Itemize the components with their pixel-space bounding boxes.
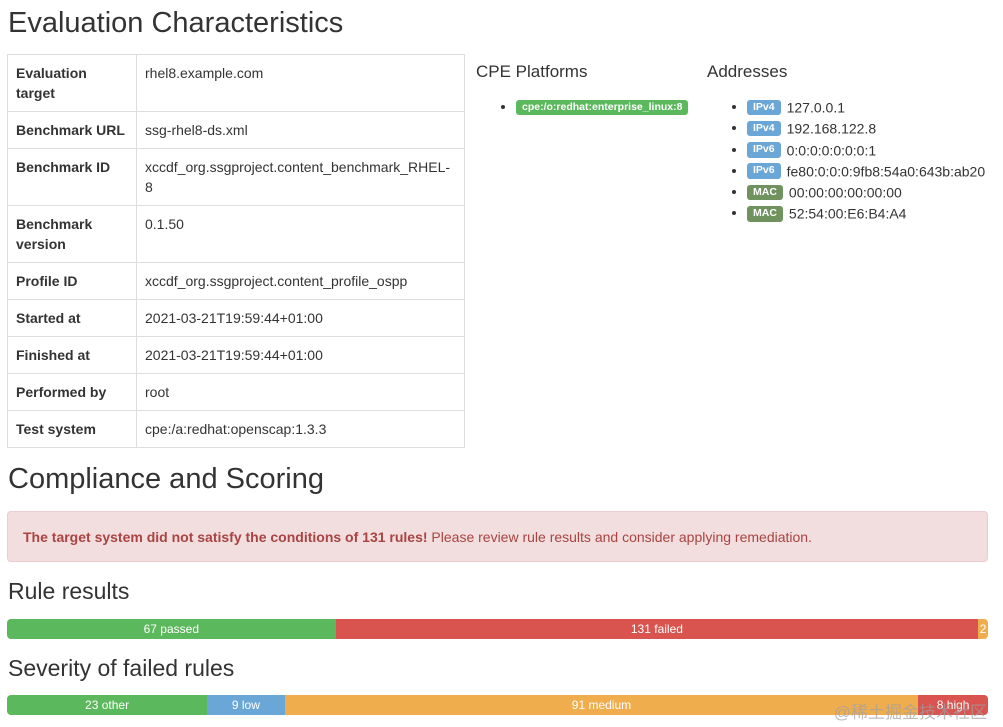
address-value: fe80:0:0:0:9fb8:54a0:643b:ab20 xyxy=(786,163,986,180)
passed-segment: 67 passed xyxy=(7,619,336,639)
table-row: Profile ID xccdf_org.ssgproject.content_p… xyxy=(7,262,465,300)
mac-badge: MAC xyxy=(747,206,783,222)
watermark: @稀土掘金技术社区 xyxy=(833,703,987,722)
evaluation-title: Evaluation Characteristics xyxy=(8,7,344,39)
row-key: Started at xyxy=(7,299,137,337)
list-item: MAC 52:54:00:E6:B4:A4 xyxy=(747,202,985,223)
ipv6-badge: IPv6 xyxy=(747,163,781,179)
row-value: cpe:/a:redhat:openscap:1.3.3 xyxy=(136,410,465,448)
low-severity-segment: 9 low xyxy=(207,695,285,715)
ipv4-badge: IPv4 xyxy=(747,120,781,137)
row-value: rhel8.example.com xyxy=(136,54,465,112)
table-row: Benchmark URL ssg-rhel8-ds.xml xyxy=(7,111,465,149)
list-item: IPv6 0:0:0:0:0:0:0:1 xyxy=(747,139,985,160)
alert-text: Please review rule results and consider … xyxy=(427,529,812,545)
address-value: 52:54:00:E6:B4:A4 xyxy=(788,205,907,222)
table-row: Started at 2021-03-21T19:59:44+01:00 xyxy=(7,299,465,337)
failed-segment: 131 failed xyxy=(335,619,979,639)
evaluation-table: Evaluation target rhel8.example.com Bench… xyxy=(7,54,465,448)
row-key: Evaluation target xyxy=(7,54,137,112)
cpe-list: cpe:/o:redhat:enterprise_linux:8 xyxy=(476,96,694,116)
compliance-alert: The target system did not satisfy the co… xyxy=(7,511,988,562)
address-value: 00:00:00:00:00:00 xyxy=(788,184,902,201)
row-value: 0.1.50 xyxy=(136,205,465,263)
row-value: xccdf_org.ssgproject.content_profile_osp… xyxy=(136,262,465,300)
row-key: Benchmark URL xyxy=(7,111,137,149)
list-item: IPv4 192.168.122.8 xyxy=(747,117,985,138)
rule-results-bar: 67 passed 131 failed 2 xyxy=(7,619,988,639)
address-value: 127.0.0.1 xyxy=(786,99,845,116)
address-value: 192.168.122.8 xyxy=(786,120,877,137)
list-item: cpe:/o:redhat:enterprise_linux:8 xyxy=(516,96,694,116)
row-value: 2021-03-21T19:59:44+01:00 xyxy=(136,299,465,337)
row-value: xccdf_org.ssgproject.content_benchmark_R… xyxy=(136,148,465,206)
row-key: Performed by xyxy=(7,373,137,411)
ipv4-badge: IPv4 xyxy=(747,99,781,116)
row-key: Benchmark ID xyxy=(7,148,137,206)
severity-title: Severity of failed rules xyxy=(8,655,235,681)
addresses-title: Addresses xyxy=(707,62,788,81)
mac-badge: MAC xyxy=(747,184,783,201)
list-item: MAC 00:00:00:00:00:00 xyxy=(747,181,985,202)
table-row: Benchmark ID xccdf_org.ssgproject.content… xyxy=(7,148,465,206)
row-key: Test system xyxy=(7,410,137,448)
table-row: Test system cpe:/a:redhat:openscap:1.3.3 xyxy=(7,410,465,448)
addresses-section: Addresses IPv4 127.0.0.1 IPv4 192.168.122.… xyxy=(707,62,985,224)
medium-severity-segment: 91 medium xyxy=(284,695,919,715)
severity-bar: 23 other 9 low 91 medium 8 high xyxy=(7,695,988,715)
compliance-title: Compliance and Scoring xyxy=(8,463,324,495)
row-key: Finished at xyxy=(7,336,137,374)
cpe-badge: cpe:/o:redhat:enterprise_linux:8 xyxy=(516,99,689,116)
row-value: 2021-03-21T19:59:44+01:00 xyxy=(136,336,465,374)
cpe-platforms-title: CPE Platforms xyxy=(476,62,588,81)
high-severity-segment: 8 high xyxy=(918,695,988,715)
other-severity-segment: 23 other xyxy=(7,695,208,715)
row-key: Profile ID xyxy=(7,262,137,300)
address-value: 0:0:0:0:0:0:0:1 xyxy=(786,141,877,158)
table-row: Benchmark version 0.1.50 xyxy=(7,205,465,263)
row-value: root xyxy=(136,373,465,411)
other-segment: 2 xyxy=(978,619,988,639)
address-list: IPv4 127.0.0.1 IPv4 192.168.122.8 IPv6 0:0:… xyxy=(707,96,985,224)
alert-strong-text: The target system did not satisfy the co… xyxy=(23,529,428,545)
cpe-platforms-section: CPE Platforms cpe:/o:redhat:enterprise_l… xyxy=(476,62,694,116)
rule-results-title: Rule results xyxy=(8,578,130,604)
ipv6-badge: IPv6 xyxy=(747,142,781,158)
row-value: ssg-rhel8-ds.xml xyxy=(136,111,465,149)
row-key: Benchmark version xyxy=(7,205,137,263)
list-item: IPv6 fe80:0:0:0:9fb8:54a0:643b:ab20 xyxy=(747,160,985,181)
table-row: Finished at 2021-03-21T19:59:44+01:00 xyxy=(7,336,465,374)
list-item: IPv4 127.0.0.1 xyxy=(747,96,985,117)
table-row: Evaluation target rhel8.example.com xyxy=(7,54,465,112)
table-row: Performed by root xyxy=(7,373,465,411)
